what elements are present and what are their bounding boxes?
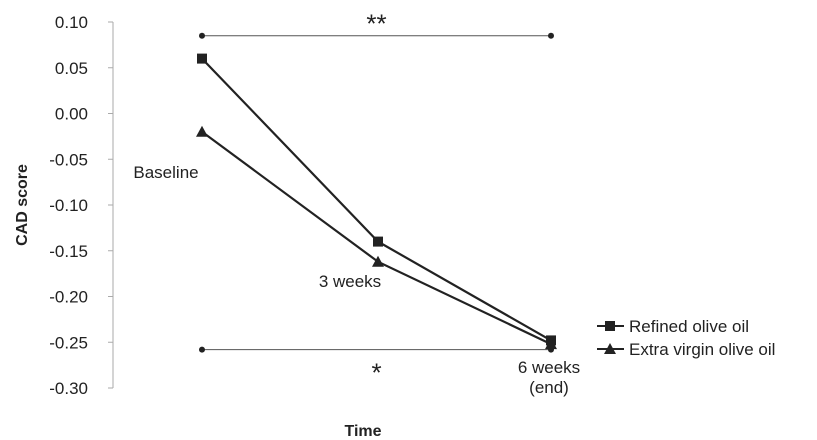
legend-marker [604,343,616,354]
legend-label: Extra virgin olive oil [629,340,775,359]
label-layer: Baseline 3 weeks 6 weeks(end) [133,163,580,397]
data-point-1-2 [545,338,557,350]
y-tick-label: -0.20 [49,288,88,307]
series-layer [196,53,557,350]
legend: Refined olive oil Extra virgin olive oil [597,317,775,359]
x-axis-title: Time [344,423,381,440]
data-point-1-1 [372,255,384,267]
y-tick-label: 0.05 [55,59,88,78]
y-tick-label: 0.00 [55,105,88,124]
data-point-1-0 [196,125,208,137]
y-tick-label: -0.25 [49,333,88,352]
category-label: 6 weeks [518,358,580,377]
category-label: Baseline [133,163,198,182]
significance-label: ** [366,9,386,39]
axis-layer: 0.10 0.05 0.00 -0.05 -0.10 -0.15 -0.20 -0.25 -0.… [14,13,382,440]
y-tick-label: -0.05 [49,150,88,169]
category-label: 3 weeks [319,272,381,291]
annotation-layer: *** [199,9,554,388]
y-tick-label: -0.10 [49,196,88,215]
y-tick-label: 0.10 [55,13,88,32]
y-tick-label: -0.30 [49,379,88,398]
bracket-endpoint [548,32,554,39]
data-point-0-1 [373,236,383,247]
bracket-endpoint [199,346,205,353]
y-tick-label: -0.15 [49,242,88,261]
category-label: (end) [529,378,569,397]
data-point-0-0 [197,53,207,64]
legend-label: Refined olive oil [629,317,749,336]
bracket-endpoint [199,32,205,39]
y-axis-title: CAD score [14,164,31,246]
series-line-0 [201,57,552,342]
legend-marker [605,321,615,331]
significance-label: * [371,358,381,388]
